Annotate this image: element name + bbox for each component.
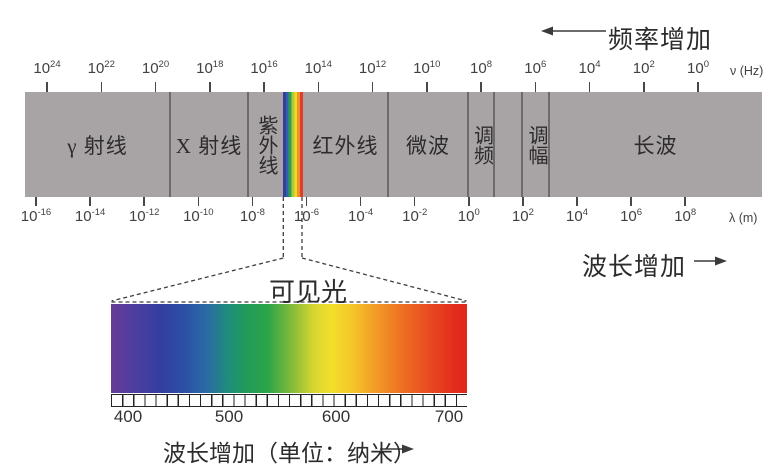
nm-scale-label: 600 — [321, 407, 351, 426]
wl-tick-label: 10-8 — [239, 207, 265, 225]
band-region-label: 长波 — [633, 133, 678, 158]
band-region: 长波 — [549, 92, 762, 197]
visible-spectrum-gradient — [111, 304, 467, 393]
band-region-label: 红外线 — [312, 133, 379, 158]
freq-tick-label: 104 — [578, 59, 601, 77]
freq-tick — [209, 82, 211, 92]
freq-tick — [46, 82, 48, 92]
visible-light-label: 可见光 — [268, 278, 347, 307]
wl-tick-label: 10-6 — [293, 207, 320, 225]
band-divider — [387, 92, 389, 197]
freq-tick-label: 100 — [687, 59, 709, 77]
wl-tick-label: 10-14 — [74, 207, 106, 225]
wl-tick — [684, 197, 686, 206]
freq-tick — [154, 82, 157, 92]
freq-tick-label: 1022 — [87, 59, 115, 77]
wl-tick — [35, 197, 37, 206]
freq-tick — [317, 82, 319, 92]
freq-tick — [100, 82, 102, 92]
wl-tick — [251, 197, 254, 206]
wl-tick-label: 104 — [566, 207, 588, 225]
band-region: 紫外线 — [248, 92, 283, 197]
freq-tick-label: 102 — [632, 59, 655, 77]
wl-tick — [197, 197, 200, 206]
band-region: γ 射线 — [25, 92, 170, 197]
wl-tick — [630, 197, 632, 206]
wavelength-increase-label: 波长增加 — [582, 254, 687, 281]
freq-tick-label: 1014 — [304, 59, 332, 77]
band-region: 红外线 — [303, 92, 388, 197]
frequency-increase-arrow — [541, 26, 606, 36]
wl-tick — [89, 197, 91, 206]
freq-tick — [643, 82, 645, 92]
nm-caption-label: 波长增加（单位：纳米） — [163, 441, 416, 466]
band-region: 微波 — [388, 92, 468, 197]
band-divider — [247, 92, 249, 197]
freq-tick — [534, 82, 536, 92]
wl-tick-label: 108 — [674, 207, 697, 225]
band-region-label: 微波 — [406, 133, 450, 158]
freq-tick — [480, 82, 482, 92]
spectrum-band: γ 射线 X 射线 紫外线 红外线 微波 调频 调幅 长波 — [25, 92, 762, 197]
wavelength-increase-arrow — [694, 256, 727, 266]
frequency-increase-label: 频率增加 — [608, 27, 713, 54]
band-region-label: γ 射线 — [67, 133, 128, 158]
frequency-unit-label: ν (Hz) — [730, 64, 764, 78]
band-region: 调幅 — [522, 92, 549, 197]
band-divider — [467, 92, 469, 197]
band-region: X 射线 — [170, 92, 248, 197]
wl-tick-label: 10-12 — [128, 207, 160, 225]
wl-tick-label: 10-10 — [183, 207, 214, 225]
wl-tick — [143, 197, 145, 206]
wl-tick-label: 10-16 — [20, 207, 52, 225]
wl-tick-label: 102 — [511, 207, 534, 225]
freq-tick-label: 106 — [524, 59, 547, 77]
nm-scale-label: 500 — [214, 407, 244, 426]
wl-tick — [576, 197, 578, 206]
freq-tick — [371, 82, 374, 92]
band-region-label: 紫外线 — [255, 114, 277, 175]
freq-tick-label: 1010 — [413, 59, 441, 77]
wl-tick-label: 10-4 — [348, 207, 374, 225]
wl-tick — [468, 197, 470, 206]
freq-tick-label: 1024 — [33, 59, 61, 77]
band-divider — [493, 92, 495, 197]
wl-tick-label: 10-2 — [402, 207, 428, 225]
band-region — [494, 92, 522, 197]
freq-tick-label: 108 — [470, 59, 492, 77]
band-region-label: 调幅 — [525, 124, 547, 165]
wl-tick-label: 100 — [457, 207, 480, 225]
band-region-label: 调频 — [470, 124, 493, 165]
freq-tick — [697, 82, 699, 92]
nm-scale-label: 400 — [113, 407, 143, 426]
freq-tick-label: 1020 — [141, 59, 170, 77]
band-divider — [548, 92, 550, 197]
freq-tick-label: 1018 — [196, 59, 224, 77]
wavelength-unit-label: λ (m) — [729, 211, 758, 225]
band-divider — [521, 92, 523, 197]
freq-tick — [588, 82, 591, 92]
band-divider — [169, 92, 171, 197]
wl-tick — [413, 197, 416, 206]
nm-scale-label: 700 — [434, 407, 464, 426]
band-region-label: X 射线 — [175, 133, 243, 158]
wl-tick — [359, 197, 362, 206]
freq-tick — [426, 82, 428, 92]
wl-tick-label: 106 — [620, 207, 643, 225]
wl-tick — [305, 197, 308, 206]
band-region: 调频 — [468, 92, 494, 197]
wl-tick — [522, 197, 524, 206]
freq-tick-label: 1012 — [358, 59, 387, 77]
visible-light-strip — [283, 92, 303, 197]
freq-tick-label: 1016 — [250, 59, 278, 77]
freq-tick — [263, 82, 265, 92]
nm-ruler — [111, 394, 467, 407]
